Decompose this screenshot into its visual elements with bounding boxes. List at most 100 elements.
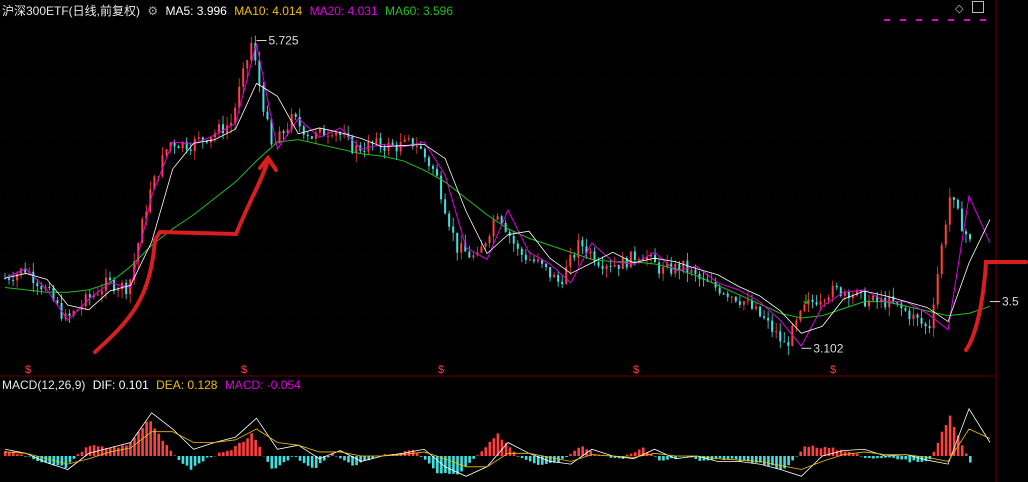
- candle-body: [577, 240, 580, 258]
- macd-histogram-bar: [512, 451, 516, 456]
- candle-body: [528, 259, 531, 261]
- candle-body: [585, 246, 588, 254]
- macd-histogram-bar: [153, 428, 156, 456]
- macd-histogram-bar: [654, 456, 657, 457]
- ma10-label[interactable]: MA10: 4.014: [234, 4, 303, 18]
- candle-body: [242, 68, 245, 87]
- macd-histogram-bar: [641, 447, 645, 456]
- candle-body: [581, 240, 584, 247]
- macd-histogram-bar: [851, 453, 855, 456]
- macd-histogram-bar: [629, 453, 633, 456]
- macd-histogram-bar: [427, 456, 431, 464]
- candle-body: [553, 274, 556, 278]
- macd-value-label[interactable]: MACD: -0.054: [224, 378, 301, 392]
- macd-histogram-bar: [532, 456, 536, 464]
- price-annotation-low: 3.102: [813, 341, 843, 355]
- candle-body: [545, 263, 548, 268]
- candle-body: [847, 291, 850, 299]
- dif-label[interactable]: DIF: 0.101: [92, 378, 149, 392]
- macd-histogram-bar: [327, 456, 330, 458]
- candle-body: [238, 86, 241, 108]
- symbol-title[interactable]: 沪深300ETF(日线,前复权): [2, 4, 141, 18]
- candle-body: [694, 269, 697, 274]
- candle-body: [815, 302, 818, 305]
- macd-histogram-bar: [524, 456, 528, 460]
- candle-body: [141, 219, 144, 244]
- candle-body: [843, 291, 846, 296]
- ma5-label[interactable]: MA5: 3.996: [165, 4, 227, 18]
- macd-histogram-bar: [48, 456, 52, 464]
- candle-body: [500, 216, 503, 224]
- candle-body: [678, 263, 681, 271]
- macd-histogram-bar: [779, 456, 782, 470]
- price-line: [4, 82, 991, 334]
- dea-label[interactable]: DEA: 0.128: [156, 378, 218, 392]
- candle-body: [613, 264, 616, 267]
- candle-body: [650, 254, 653, 257]
- candle-body: [100, 290, 103, 295]
- candle-body: [173, 142, 176, 147]
- candle-body: [633, 251, 636, 260]
- candle-body: [460, 243, 463, 253]
- macd-histogram-bar: [738, 456, 742, 462]
- candle-body: [795, 320, 798, 326]
- candle-body: [108, 277, 111, 280]
- dea-line: [4, 428, 991, 470]
- candle-body: [68, 313, 71, 316]
- macd-histogram-bar: [916, 456, 920, 462]
- candle-body: [355, 145, 358, 154]
- candle-body: [565, 266, 568, 285]
- macd-histogram-bar: [480, 451, 484, 456]
- macd-histogram-bar: [222, 452, 225, 456]
- candle-body: [448, 213, 451, 227]
- macd-histogram-bar: [363, 456, 366, 461]
- macd-histogram-bar: [40, 456, 43, 463]
- macd-histogram-bar: [868, 456, 871, 458]
- macd-histogram-bar: [900, 456, 903, 460]
- ma60-label[interactable]: MA60: 3.596: [384, 4, 454, 18]
- macd-histogram-bar: [750, 456, 754, 464]
- candle-body: [298, 116, 301, 127]
- candle-body: [407, 138, 410, 140]
- candle-body: [411, 138, 414, 147]
- candle-body: [36, 283, 39, 287]
- macd-histogram-bar: [876, 456, 879, 459]
- candle-body: [896, 302, 899, 304]
- candle-body: [924, 323, 927, 327]
- macd-histogram-bar: [209, 456, 213, 458]
- candle-body: [892, 296, 895, 303]
- candle-body: [278, 131, 281, 144]
- macd-histogram-bar: [189, 456, 193, 470]
- macd-histogram-bar: [383, 454, 387, 456]
- macd-histogram-bar: [371, 456, 375, 459]
- macd-histogram-bar: [367, 456, 370, 461]
- macd-histogram-bar: [577, 447, 580, 456]
- macd-histogram-bar: [181, 456, 185, 464]
- ma20-label[interactable]: MA20: 4.031: [309, 4, 378, 18]
- candle-body: [601, 265, 604, 269]
- macd-histogram-bar: [217, 452, 221, 456]
- macd-histogram-bar: [759, 456, 762, 463]
- macd-histogram-bar: [734, 456, 738, 460]
- candle-body: [726, 293, 729, 297]
- candle-body: [440, 175, 443, 200]
- restore-icon[interactable]: [972, 1, 984, 13]
- candle-body: [431, 166, 434, 169]
- settings-gear-icon[interactable]: ⚙: [147, 4, 159, 18]
- macd-histogram-bar: [314, 456, 318, 468]
- dividend-marker: $: [633, 364, 639, 376]
- macd-title[interactable]: MACD(12,26,9): [2, 378, 86, 392]
- candle-body: [569, 255, 572, 267]
- macd-histogram-bar: [553, 456, 556, 463]
- macd-histogram-bar: [666, 456, 669, 460]
- candle-body: [944, 224, 947, 245]
- candle-body: [593, 251, 596, 263]
- macd-histogram-bar: [411, 449, 415, 456]
- macd-histogram-bar: [815, 447, 819, 456]
- candle-body: [750, 300, 753, 309]
- macd-histogram-bar: [912, 456, 916, 461]
- macd-histogram-bar: [423, 456, 427, 460]
- candle-body: [331, 135, 334, 137]
- diamond-icon[interactable]: ◇: [955, 3, 964, 15]
